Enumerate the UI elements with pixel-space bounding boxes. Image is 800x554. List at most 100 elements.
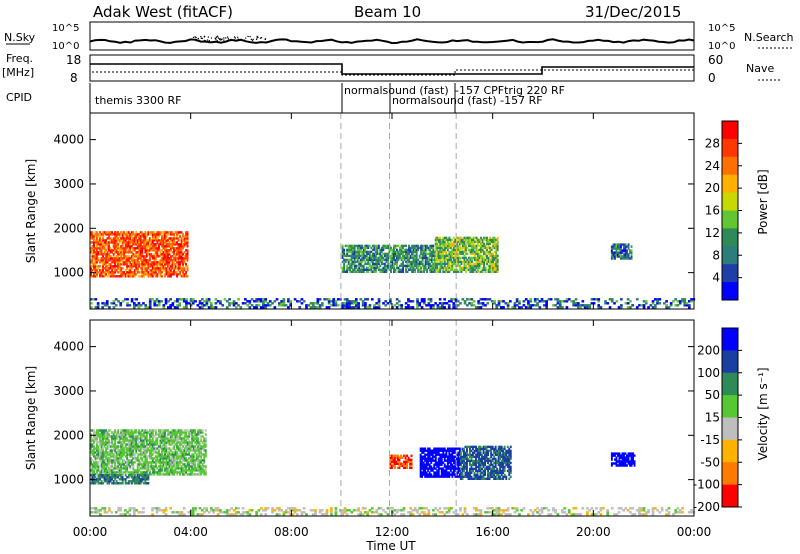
echo-cell: [132, 443, 135, 446]
echo-cell: [174, 443, 177, 446]
echo-cell: [136, 459, 139, 462]
echo-cell: [419, 469, 422, 472]
echo-cell: [383, 270, 386, 273]
echo-cell: [96, 273, 98, 276]
echo-cell: [353, 254, 356, 258]
echo-cell: [627, 247, 630, 250]
echo-cell: [145, 447, 148, 450]
echo-cell: [405, 256, 408, 260]
echo-cell: [402, 270, 405, 273]
echo-cell: [109, 435, 112, 438]
echo-cell: [480, 244, 483, 248]
echo-cell: [426, 262, 429, 266]
echo-cell: [614, 251, 616, 254]
echo-cell: [144, 474, 147, 477]
echo-cell: [150, 245, 153, 248]
echo-cell: [151, 271, 154, 274]
echo-cell: [136, 439, 139, 442]
echo-cell: [120, 231, 123, 234]
echo-cell: [383, 246, 386, 250]
echo-cell: [445, 266, 448, 270]
echo-cell: [362, 248, 365, 252]
echo-cell: [144, 478, 147, 481]
echo-cell: [420, 270, 423, 273]
echo-cell: [141, 271, 144, 274]
echo-cell: [191, 431, 194, 434]
echo-cell: [161, 429, 163, 432]
echo-cell: [117, 239, 120, 242]
echo-cell: [171, 239, 174, 242]
echo-cell: [469, 252, 472, 256]
echo-cell: [123, 251, 126, 254]
echo-cell: [455, 258, 458, 262]
echo-cell: [183, 429, 186, 432]
echo-cell: [97, 235, 100, 238]
echo-cell: [626, 257, 628, 260]
echo-cell: [204, 441, 207, 444]
echo-cell: [590, 302, 594, 305]
echo-cell: [102, 255, 105, 258]
echo-cell: [148, 465, 151, 468]
echo-cell: [168, 459, 171, 462]
echo-cell: [150, 269, 153, 272]
echo-cell: [388, 268, 391, 271]
echo-cell: [177, 439, 180, 442]
echo-cell: [389, 456, 392, 459]
echo-cell: [174, 237, 177, 240]
echo-cell: [449, 268, 452, 271]
echo-cell: [100, 480, 103, 483]
echo-cell: [191, 455, 194, 458]
echo-cell: [111, 471, 114, 474]
echo-cell: [144, 251, 147, 254]
echo-cell: [147, 263, 150, 266]
echo-cell: [424, 248, 427, 252]
echo-cell: [463, 260, 466, 264]
echo-cell: [259, 298, 263, 301]
echo-cell: [383, 252, 386, 256]
echo-cell: [118, 482, 121, 485]
echo-cell: [458, 260, 461, 264]
echo-cell: [151, 435, 154, 438]
echo-cell: [115, 247, 118, 250]
echo-cell: [167, 429, 169, 432]
echo-cell: [123, 257, 126, 260]
echo-cell: [406, 266, 409, 270]
echo-cell: [177, 437, 180, 440]
echo-cell: [168, 457, 171, 460]
echo-cell: [99, 437, 102, 440]
echo-cell: [183, 465, 186, 468]
echo-cell: [403, 454, 406, 457]
echo-cell: [377, 262, 380, 266]
echo-cell: [182, 467, 185, 470]
echo-cell: [412, 268, 415, 271]
echo-cell: [118, 241, 121, 244]
echo-cell: [456, 300, 460, 303]
echo-cell: [121, 433, 124, 436]
echo-cell: [439, 252, 442, 256]
echo-cell: [154, 459, 157, 462]
echo-cell: [102, 245, 105, 248]
echo-cell: [118, 275, 121, 278]
echo-cell: [397, 254, 400, 258]
echo-cell: [452, 244, 455, 248]
echo-cell: [118, 469, 121, 472]
echo-cell: [195, 433, 198, 436]
echo-cell: [117, 251, 120, 254]
echo-cell: [189, 449, 192, 452]
echo-cell: [387, 244, 389, 248]
echo-cell: [174, 259, 177, 262]
echo-cell: [347, 258, 350, 262]
echo-cell: [348, 300, 351, 303]
echo-cell: [109, 231, 112, 234]
echo-cell: [133, 457, 136, 460]
echo-cell: [124, 259, 127, 262]
echo-cell: [411, 244, 414, 248]
echo-cell: [179, 451, 182, 454]
echo-cell: [115, 233, 118, 236]
echo-cell: [439, 467, 442, 470]
echo-cell: [451, 256, 454, 260]
echo-cell: [389, 460, 392, 463]
echo-cell: [117, 245, 120, 248]
echo-cell: [141, 429, 144, 432]
echo-cell: [509, 300, 512, 303]
